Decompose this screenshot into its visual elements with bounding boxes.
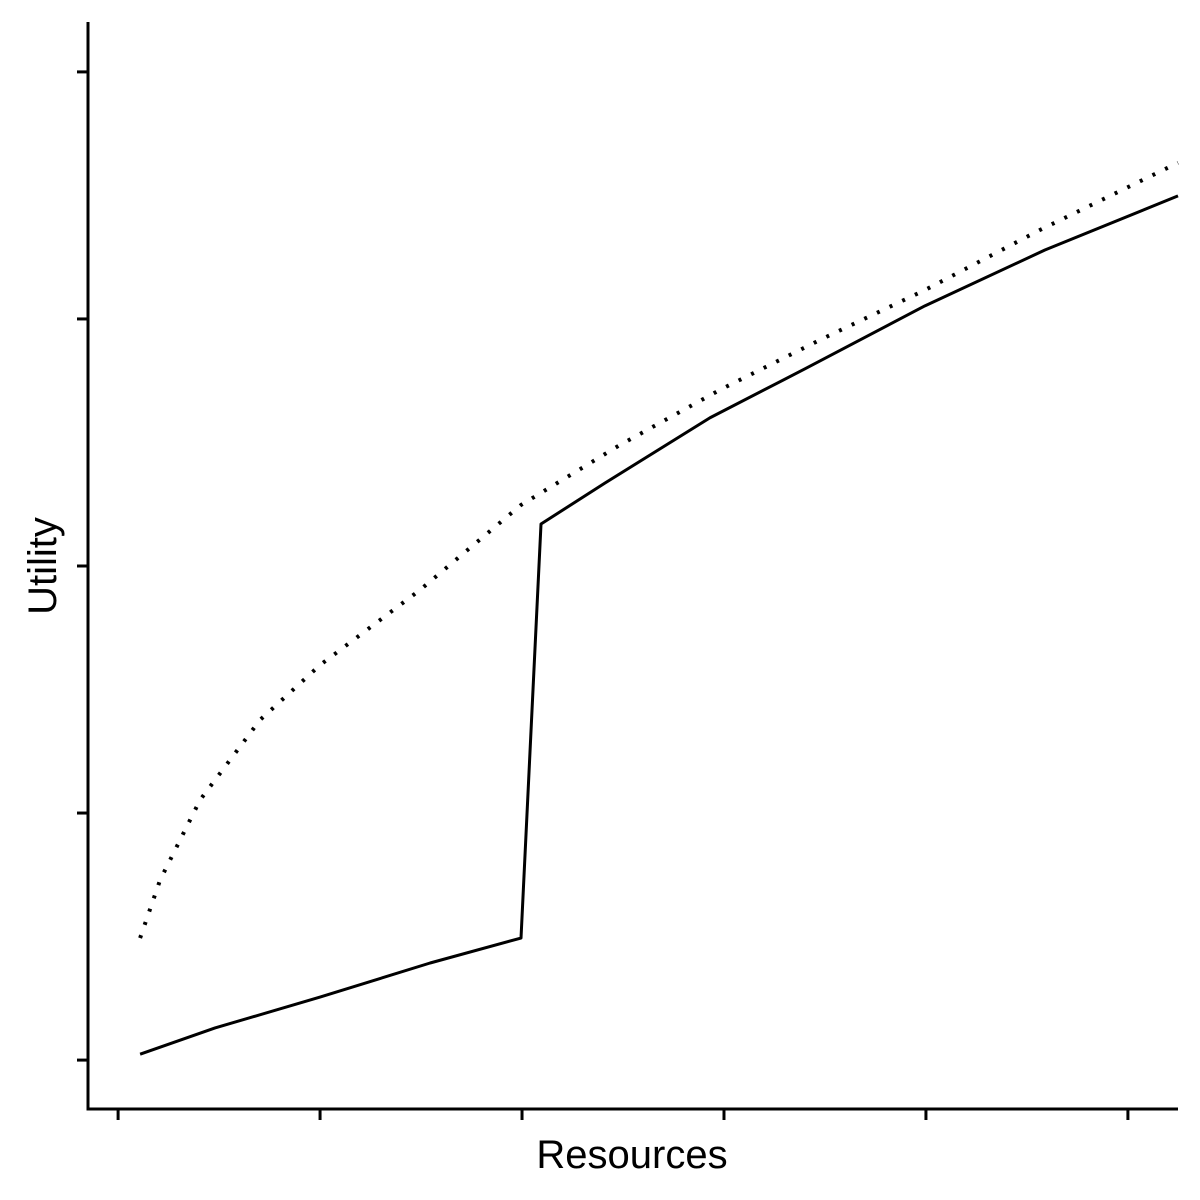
line-series [139, 194, 1179, 1056]
line-series [138, 161, 1179, 939]
y-axis-label: Utility [21, 517, 65, 615]
x-axis-label: Resources [536, 1133, 727, 1177]
